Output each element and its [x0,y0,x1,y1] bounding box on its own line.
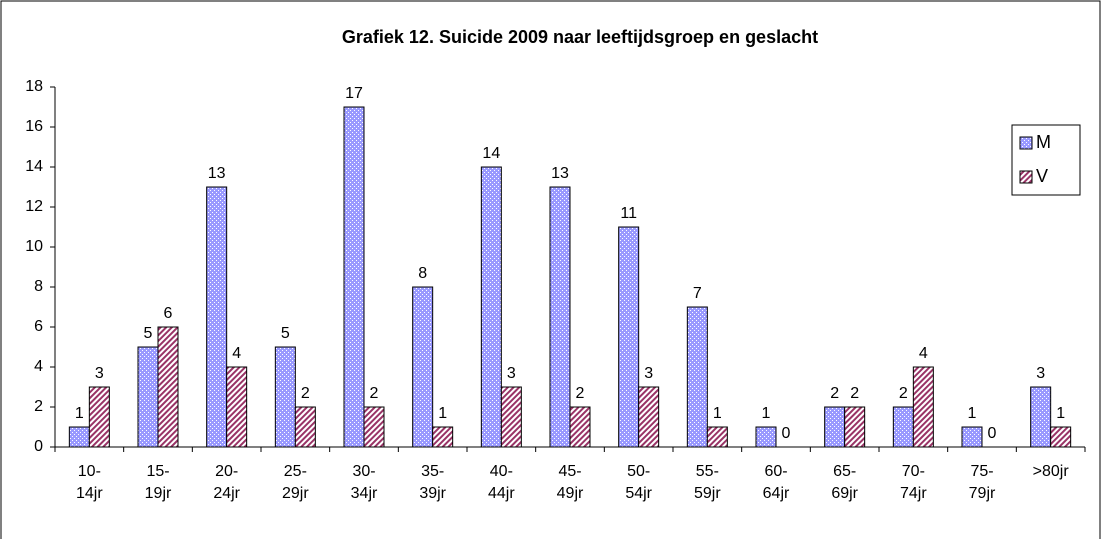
x-tick-label: 60-64jr [762,463,790,502]
data-label: 7 [693,285,702,302]
data-label: 2 [576,385,585,402]
y-tick-label: 6 [34,318,43,335]
bar [706,426,728,448]
bar [961,426,983,448]
x-tick-label: 75-79jr [968,463,996,502]
bar [1050,426,1072,448]
data-label: 11 [620,205,637,222]
data-label: 8 [418,265,427,282]
data-label: 2 [301,385,310,402]
bar [137,346,159,448]
bar [618,226,640,448]
data-label: 1 [75,405,84,422]
y-tick-label: 18 [25,78,43,95]
y-tick-label: 10 [25,238,43,255]
x-tick-label: 35-39jr [419,463,446,502]
bar [432,426,454,448]
x-tick-label: 70-74jr [899,463,927,502]
bar [638,386,660,448]
data-label: 1 [762,405,771,422]
data-label: 4 [919,345,928,362]
data-label: 3 [95,365,104,382]
bar [824,406,846,448]
data-label: 1 [1056,405,1065,422]
data-label: 2 [850,385,859,402]
y-tick-label: 2 [34,398,43,415]
data-label: 3 [1036,365,1045,382]
bar [343,106,365,448]
bar [363,406,385,448]
data-label: 1 [968,405,977,422]
data-label: 13 [208,165,226,182]
x-tick-label: 20-24jr [213,463,240,502]
x-tick-label: 25-29jr [281,463,309,502]
bar [844,406,866,448]
data-label: 0 [782,425,791,442]
data-label: 5 [144,325,153,342]
data-label: 3 [644,365,653,382]
bar [157,326,179,448]
data-label: 6 [164,305,173,322]
x-tick-label: 30-34jr [350,463,378,502]
bar [88,386,110,448]
bar [569,406,591,448]
bar [500,386,522,448]
bar [1030,386,1052,448]
x-tick-label: 65-69jr [831,463,858,502]
legend-swatch [1019,136,1033,150]
chart-title: Grafiek 12. Suicide 2009 naar leeftijdsg… [342,27,818,47]
data-label: 1 [438,405,447,422]
bar [549,186,571,448]
data-label: 17 [345,85,363,102]
bar [206,186,228,448]
legend-swatch [1019,170,1033,184]
x-tick-label: 10-14jr [75,463,103,502]
bar [412,286,434,448]
x-tick-label: 55-59jr [693,463,721,502]
data-label: 2 [899,385,908,402]
bar [68,426,90,448]
data-label: 13 [551,165,569,182]
x-tick-label: 50-54jr [625,463,652,502]
x-tick-label: 40-44jr [487,463,515,502]
x-tick-label: >80jr [1032,463,1069,480]
bar [294,406,316,448]
data-label: 2 [830,385,839,402]
data-label: 4 [232,345,241,362]
y-tick-label: 12 [25,198,43,215]
bar [274,346,296,448]
data-label: 14 [482,145,500,162]
data-label: 3 [507,365,516,382]
bar [755,426,777,448]
legend-label: M [1036,132,1051,152]
bar [686,306,708,448]
data-label: 1 [713,405,722,422]
bar [912,366,934,448]
y-tick-label: 14 [25,158,43,175]
bar [892,406,914,448]
x-tick-label: 15-19jr [144,463,172,502]
data-label: 0 [988,425,997,442]
legend-label: V [1036,166,1048,186]
x-tick-label: 45-49jr [556,463,584,502]
bar [226,366,248,448]
data-label: 5 [281,325,290,342]
y-tick-label: 16 [25,118,43,135]
y-tick-label: 4 [34,358,43,375]
bar [480,166,502,448]
data-label: 2 [370,385,379,402]
y-tick-label: 8 [34,278,43,295]
y-tick-label: 0 [34,438,43,455]
